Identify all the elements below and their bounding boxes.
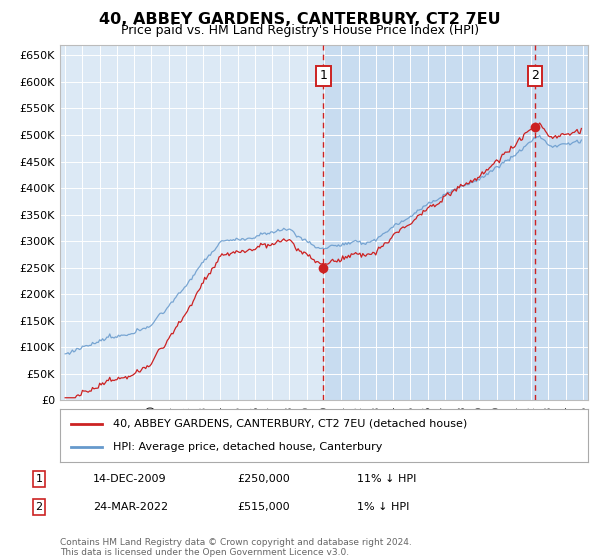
Text: Price paid vs. HM Land Registry's House Price Index (HPI): Price paid vs. HM Land Registry's House … xyxy=(121,24,479,36)
Text: 11% ↓ HPI: 11% ↓ HPI xyxy=(357,474,416,484)
Text: 40, ABBEY GARDENS, CANTERBURY, CT2 7EU (detached house): 40, ABBEY GARDENS, CANTERBURY, CT2 7EU (… xyxy=(113,419,467,429)
Text: HPI: Average price, detached house, Canterbury: HPI: Average price, detached house, Cant… xyxy=(113,442,382,452)
Text: 14-DEC-2009: 14-DEC-2009 xyxy=(93,474,167,484)
Text: £250,000: £250,000 xyxy=(237,474,290,484)
Text: 40, ABBEY GARDENS, CANTERBURY, CT2 7EU: 40, ABBEY GARDENS, CANTERBURY, CT2 7EU xyxy=(99,12,501,27)
Text: Contains HM Land Registry data © Crown copyright and database right 2024.
This d: Contains HM Land Registry data © Crown c… xyxy=(60,538,412,557)
Text: 1: 1 xyxy=(35,474,43,484)
Text: 24-MAR-2022: 24-MAR-2022 xyxy=(93,502,168,512)
Text: 1: 1 xyxy=(319,69,327,82)
Text: 2: 2 xyxy=(531,69,539,82)
Text: 2: 2 xyxy=(35,502,43,512)
Text: £515,000: £515,000 xyxy=(237,502,290,512)
Text: 1% ↓ HPI: 1% ↓ HPI xyxy=(357,502,409,512)
Bar xyxy=(323,45,588,400)
